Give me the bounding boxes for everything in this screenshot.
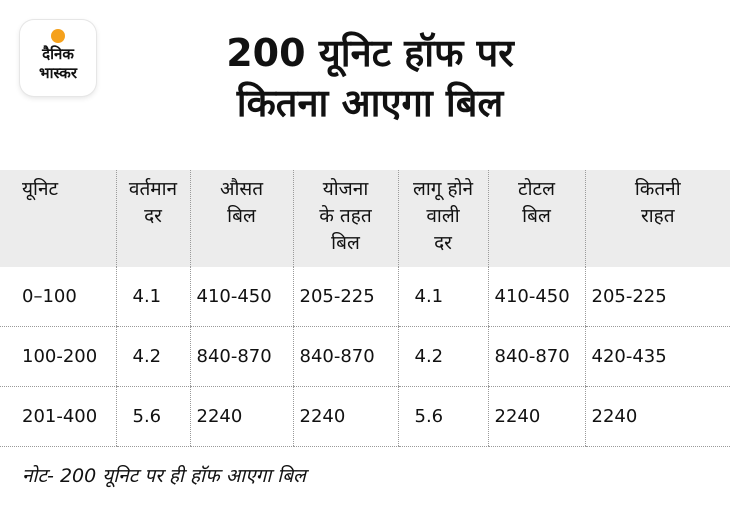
- table-row: 0–100 4.1 410-450 205-225 4.1 410-450 20…: [0, 267, 730, 327]
- cell-total-bill: 2240: [487, 386, 585, 447]
- cell-current-rate: 5.6: [115, 386, 190, 447]
- title-line1: 200 यूनिट हॉफ पर: [226, 31, 514, 75]
- cell-current-rate: 4.1: [115, 267, 190, 327]
- cell-units: 100-200: [0, 326, 116, 387]
- header-units: यूनिट: [0, 170, 116, 267]
- cell-total-bill: 410-450: [487, 267, 585, 327]
- cell-relief: 205-225: [584, 267, 730, 327]
- page-title: 200 यूनिट हॉफ पर कितना आएगा बिल: [110, 28, 630, 128]
- cell-average-bill: 840-870: [189, 326, 293, 387]
- sun-icon: [51, 29, 65, 43]
- cell-relief: 420-435: [584, 326, 730, 387]
- header-current-rate: वर्तमान दर: [115, 170, 190, 267]
- cell-scheme-bill: 2240: [292, 386, 398, 447]
- cell-scheme-bill: 840-870: [292, 326, 398, 387]
- cell-relief: 2240: [584, 386, 730, 447]
- header-total-bill: टोटल बिल: [487, 170, 585, 267]
- cell-applicable-rate: 4.2: [397, 326, 488, 387]
- cell-units: 201-400: [0, 386, 116, 447]
- header-relief: कितनी राहत: [584, 170, 730, 267]
- logo-text-line1: दैनिक: [42, 45, 74, 63]
- cell-total-bill: 840-870: [487, 326, 585, 387]
- dainik-bhaskar-logo: दैनिक भास्कर: [20, 20, 96, 96]
- cell-average-bill: 410-450: [189, 267, 293, 327]
- header-scheme-bill: योजना के तहत बिल: [292, 170, 398, 267]
- cell-applicable-rate: 5.6: [397, 386, 488, 447]
- header-average-bill: औसत बिल: [189, 170, 293, 267]
- cell-units: 0–100: [0, 267, 116, 327]
- bill-table: यूनिट वर्तमान दर औसत बिल योजना के तहत बि…: [0, 170, 730, 447]
- cell-applicable-rate: 4.1: [397, 267, 488, 327]
- title-line2: कितना आएगा बिल: [236, 81, 504, 125]
- logo-text-line2: भास्कर: [39, 64, 77, 82]
- cell-average-bill: 2240: [189, 386, 293, 447]
- cell-scheme-bill: 205-225: [292, 267, 398, 327]
- table-row: 201-400 5.6 2240 2240 5.6 2240 2240: [0, 386, 730, 447]
- table-row: 100-200 4.2 840-870 840-870 4.2 840-870 …: [0, 326, 730, 387]
- cell-current-rate: 4.2: [115, 326, 190, 387]
- table-header-row: यूनिट वर्तमान दर औसत बिल योजना के तहत बि…: [0, 170, 730, 267]
- footnote: नोट- 200 यूनिट पर ही हॉफ आएगा बिल: [22, 465, 306, 487]
- header-applicable-rate: लागू होने वाली दर: [397, 170, 488, 267]
